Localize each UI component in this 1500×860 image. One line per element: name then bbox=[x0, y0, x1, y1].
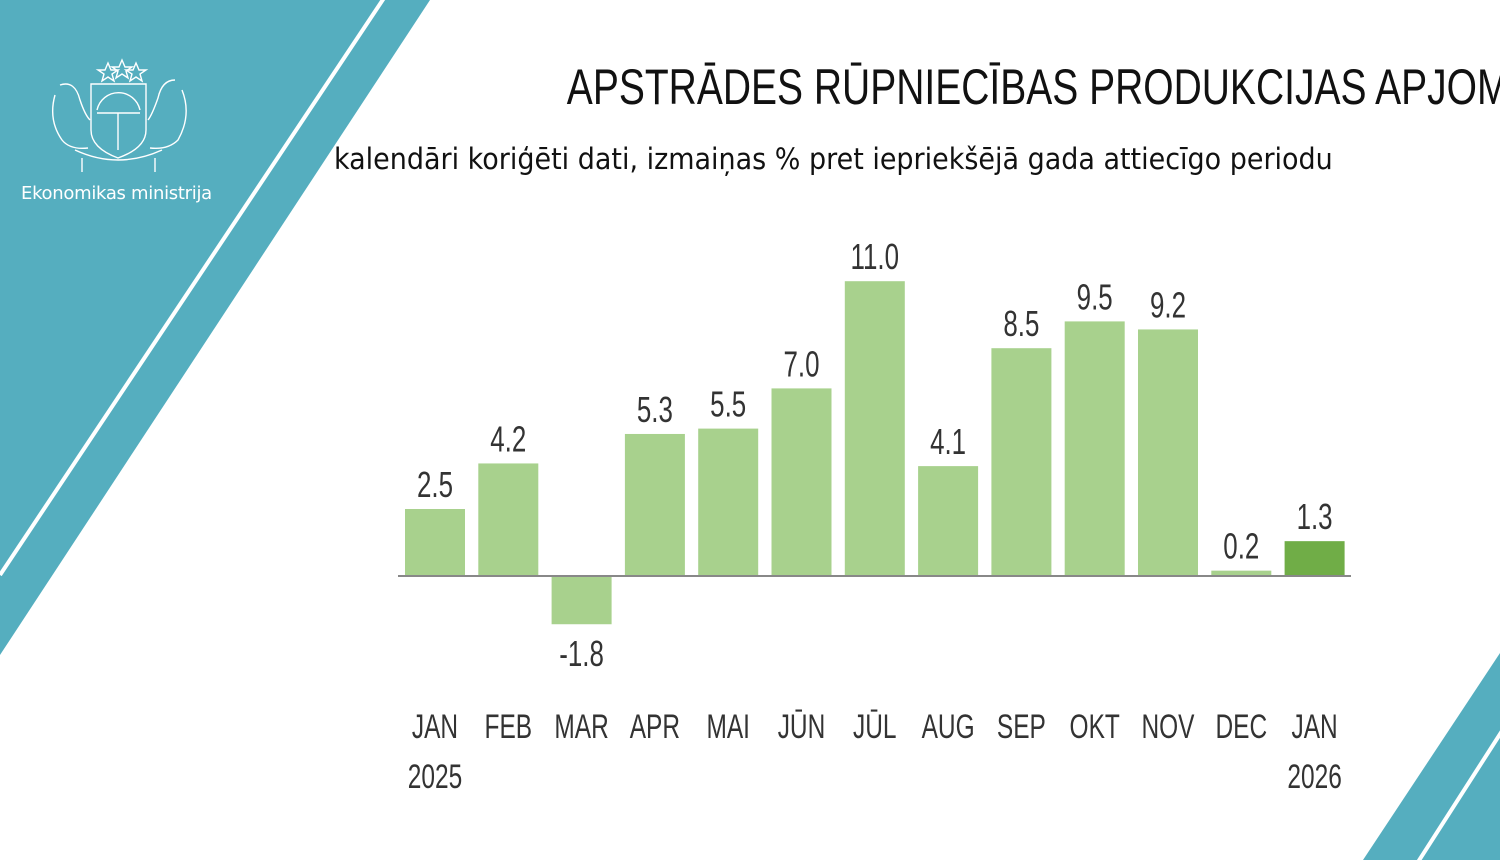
bar bbox=[991, 348, 1052, 576]
x-tick-label: APR bbox=[630, 708, 680, 746]
data-label: 9.2 bbox=[1150, 285, 1186, 325]
data-label: 5.3 bbox=[637, 390, 673, 430]
data-label: 1.3 bbox=[1297, 497, 1333, 537]
x-tick-label: JAN bbox=[1291, 708, 1337, 746]
data-label: 8.5 bbox=[1003, 304, 1039, 344]
organization-name: Ekonomikas ministrija bbox=[21, 183, 212, 204]
x-tick-label: NOV bbox=[1141, 708, 1194, 746]
x-tick-label: AUG bbox=[922, 708, 975, 746]
x-tick-label: JAN bbox=[412, 708, 458, 746]
right-teal-band bbox=[1363, 653, 1500, 860]
data-label: 11.0 bbox=[851, 237, 900, 277]
bar bbox=[771, 388, 832, 576]
bar bbox=[405, 509, 465, 576]
data-label: -1.8 bbox=[559, 634, 604, 674]
right-white-stripe bbox=[1416, 730, 1500, 860]
data-label: 5.5 bbox=[710, 384, 746, 424]
bar bbox=[844, 281, 905, 576]
bar bbox=[698, 428, 759, 576]
bar bbox=[478, 463, 539, 576]
left-white-stripe bbox=[0, 0, 386, 577]
left-teal-band bbox=[0, 0, 430, 655]
data-label: 7.0 bbox=[783, 344, 819, 384]
bar bbox=[918, 466, 979, 576]
x-tick-label: MAI bbox=[706, 708, 749, 746]
data-label: 4.1 bbox=[930, 422, 966, 462]
data-label: 4.2 bbox=[490, 419, 526, 459]
x-tick-label: JŪL bbox=[853, 708, 897, 746]
x-tick-year-label: 2025 bbox=[408, 758, 462, 796]
bar bbox=[1211, 570, 1272, 576]
chart-subtitle: kalendāri koriģēti dati, izmaiņas % pret… bbox=[334, 142, 1333, 176]
data-label: 9.5 bbox=[1077, 277, 1113, 317]
bar bbox=[624, 433, 685, 576]
x-tick-year-label: 2026 bbox=[1287, 758, 1341, 796]
x-tick-label: FEB bbox=[485, 708, 533, 746]
x-tick-label: OKT bbox=[1070, 708, 1120, 746]
bar bbox=[1064, 321, 1125, 576]
bar bbox=[1284, 541, 1345, 576]
x-tick-label: DEC bbox=[1215, 708, 1267, 746]
x-tick-label: MAR bbox=[554, 708, 608, 746]
data-label: 0.2 bbox=[1223, 527, 1259, 567]
x-tick-label: SEP bbox=[997, 708, 1046, 746]
x-tick-label: JŪN bbox=[778, 708, 826, 746]
data-label: 2.5 bbox=[417, 465, 453, 505]
bar bbox=[551, 576, 612, 625]
coat-of-arms-logo bbox=[52, 58, 187, 172]
bar bbox=[1138, 329, 1198, 576]
